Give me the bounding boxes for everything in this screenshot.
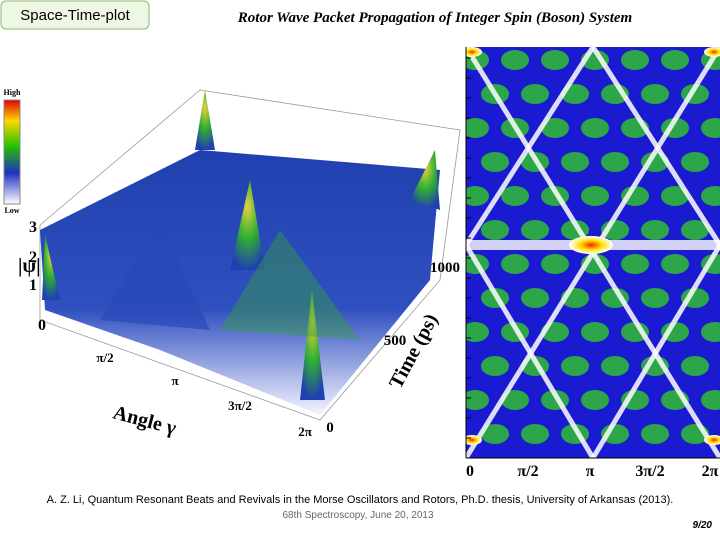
z-tick-label: 3 — [29, 219, 37, 236]
peak — [230, 180, 265, 270]
density-blob — [701, 322, 720, 342]
density-blob — [621, 322, 649, 342]
density-blob — [681, 356, 709, 376]
density-hotspot — [569, 236, 613, 254]
density-blob — [701, 390, 720, 410]
density-blob — [521, 84, 549, 104]
density-blob — [641, 424, 669, 444]
density-ridge — [466, 47, 596, 247]
time-tick-label: 500 — [384, 333, 407, 349]
title: Rotor Wave Packet Propagation of Integer… — [237, 10, 632, 26]
density-x-tick-label: 0 — [466, 463, 474, 480]
density-blob — [661, 50, 689, 70]
density-ridge — [590, 243, 720, 458]
citation: A. Z. Li, Quantum Resonant Beats and Rev… — [47, 494, 674, 506]
colorbar-low: Low — [4, 206, 19, 215]
time-tick-label: 0 — [326, 420, 334, 436]
z-label: |ψ| — [18, 255, 41, 277]
density-blob — [581, 186, 609, 206]
angle-tick-label: π/2 — [96, 350, 113, 365]
density-x-tick-label: π/2 — [517, 463, 538, 480]
density-blob — [701, 186, 720, 206]
density-blob — [581, 390, 609, 410]
peak — [300, 290, 325, 400]
density-x-tick-label: 2π — [702, 463, 719, 480]
density-blob — [621, 50, 649, 70]
peak — [195, 90, 215, 150]
density-blob — [521, 220, 549, 240]
density-blob — [581, 118, 609, 138]
density-blob — [521, 424, 549, 444]
density-blob — [701, 118, 720, 138]
density-plot — [466, 47, 720, 458]
density-hotspot — [466, 47, 482, 57]
peak — [42, 235, 60, 300]
density-blob — [561, 356, 589, 376]
density-blob — [621, 186, 649, 206]
density-blob — [641, 220, 669, 240]
ridges — [100, 220, 210, 330]
peak — [410, 150, 440, 210]
surface-plot — [39, 89, 461, 421]
angle-tick-label: 2π — [298, 424, 312, 439]
density-blob — [541, 50, 569, 70]
density-blob — [541, 118, 569, 138]
badge-box — [0, 0, 150, 30]
density-blob — [466, 390, 489, 410]
density-blob — [481, 424, 509, 444]
angle-tick-label: 3π/2 — [228, 398, 252, 413]
density-blob — [466, 118, 489, 138]
colorbar — [3, 99, 21, 205]
density-blob — [466, 322, 489, 342]
surface — [40, 150, 440, 415]
density-blob — [481, 356, 509, 376]
density-blob — [621, 254, 649, 274]
density-blob — [521, 288, 549, 308]
angle-tick-label: π — [171, 373, 178, 388]
density-blob — [501, 254, 529, 274]
density-ridge — [590, 47, 720, 247]
density-blob — [601, 152, 629, 172]
density-blob — [481, 152, 509, 172]
density-blob — [466, 186, 489, 206]
footer: 68th Spectroscopy, June 20, 2013 — [282, 510, 433, 521]
density-ridge — [466, 243, 596, 458]
z-tick-label: 2 — [29, 249, 37, 266]
density-blob — [501, 50, 529, 70]
density-blob — [681, 152, 709, 172]
page-number: 9/20 — [693, 520, 713, 531]
density-x-tick-label: 3π/2 — [635, 463, 664, 480]
angle-label: Angle γ — [111, 402, 179, 440]
density-blob — [481, 220, 509, 240]
density-blob — [661, 254, 689, 274]
density-blob — [501, 186, 529, 206]
z-tick-label: 0 — [38, 317, 46, 334]
density-x-tick-label: π — [586, 463, 595, 480]
density-blob — [641, 84, 669, 104]
density-blob — [561, 152, 589, 172]
box-frame — [39, 89, 461, 421]
density-blob — [601, 356, 629, 376]
density-blob — [661, 186, 689, 206]
time-tick-label: 1000 — [430, 260, 460, 276]
density-blob — [681, 220, 709, 240]
density-blob — [541, 254, 569, 274]
density-blob — [641, 288, 669, 308]
density-hotspot — [704, 435, 720, 445]
density-hotspot — [466, 435, 482, 445]
density-hotspot — [704, 47, 720, 57]
ridges — [220, 230, 360, 340]
z-tick-label: 1 — [29, 277, 37, 294]
density-blob — [501, 390, 529, 410]
density-blob — [581, 322, 609, 342]
badge: Space-Time-plot — [20, 7, 130, 24]
colorbar-high: High — [4, 88, 21, 97]
